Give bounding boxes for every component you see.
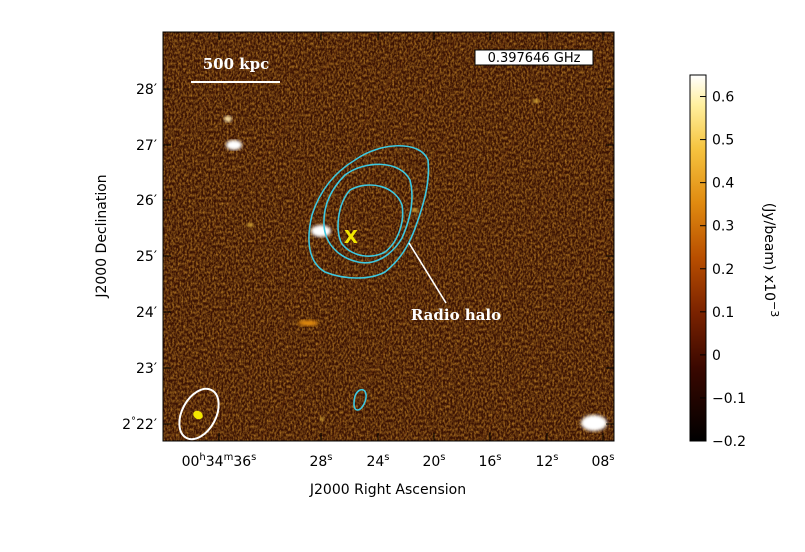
y-tick-label: 23′ [136,361,157,377]
y-tick-label: 2°22′ [122,416,157,433]
colorbar-tick-label: 0.5 [712,133,734,149]
colorbar-tick-label: −0.2 [712,434,746,450]
scale-bar: 500 kpc [191,55,280,83]
x-axis-label: J2000 Right Ascension [309,482,466,498]
colorbar-tick-label: 0.1 [712,305,734,321]
colorbar-tick-label: 0.3 [712,219,734,235]
svg-text:(Jy/beam) x10−3: (Jy/beam) x10−3 [761,203,781,318]
x-tick-label: 00h34m36s [182,452,257,470]
stripe-artefacts [163,32,614,441]
frequency-box: 0.397646 GHz [474,49,594,66]
colorbar-label: (Jy/beam) x10−3 [761,203,781,318]
radio-halo-contours [308,144,430,411]
contour-outer [308,144,430,279]
colorbar-ticks: 0.6 0.5 0.4 0.3 0.2 0.1 0 −0.1 −0.2 [700,90,746,450]
scale-bar-label: 500 kpc [203,55,270,73]
y-axis-ticks: 2°22′ 23′ 24′ 25′ 26′ 27′ 28′ [122,82,614,433]
plot-frame [162,31,615,442]
x-tick-label: 20s [422,452,445,470]
colorbar-gradient [689,74,707,442]
x-tick-label: 16s [478,452,501,470]
halo-annotation: Radio halo [411,306,501,324]
contour-mid [323,163,413,264]
image-panel [163,32,614,441]
x-tick-label: 08s [591,452,614,470]
contour-small [353,388,367,411]
x-tick-label: 28s [309,452,332,470]
y-tick-label: 25′ [136,249,157,265]
frequency-label: 0.397646 GHz [488,51,581,66]
y-tick-label: 24′ [136,305,157,321]
colorbar-tick-label: 0.2 [712,262,734,278]
colorbar-tick-label: −0.1 [712,391,746,407]
x-tick-label: 24s [366,452,389,470]
colorbar-exponent: −3 [768,301,781,317]
y-tick-label: 27′ [136,138,157,154]
colorbar-tick-label: 0.4 [712,176,734,192]
colorbar-unit: (Jy/beam) x10 [761,203,777,301]
y-tick-label: 26′ [136,193,157,209]
beam-indicator [178,387,220,441]
cluster-centre-marker: X [344,227,358,248]
contour-inner [337,184,404,257]
colorbar: 0.6 0.5 0.4 0.3 0.2 0.1 0 −0.1 −0.2 (Jy/beam) x1… [689,74,781,450]
colorbar-tick-label: 0.6 [712,90,734,106]
colorbar-tick-label: 0 [712,348,721,364]
halo-pointer-line [408,242,447,304]
y-tick-label: 28′ [136,82,157,98]
y-axis-label: J2000 Declination [94,174,110,298]
x-tick-label: 12s [535,452,558,470]
bright-sources [224,99,607,431]
x-axis-ticks: 00h34m36s 28s 24s 20s 16s 12s 08s [182,32,615,470]
